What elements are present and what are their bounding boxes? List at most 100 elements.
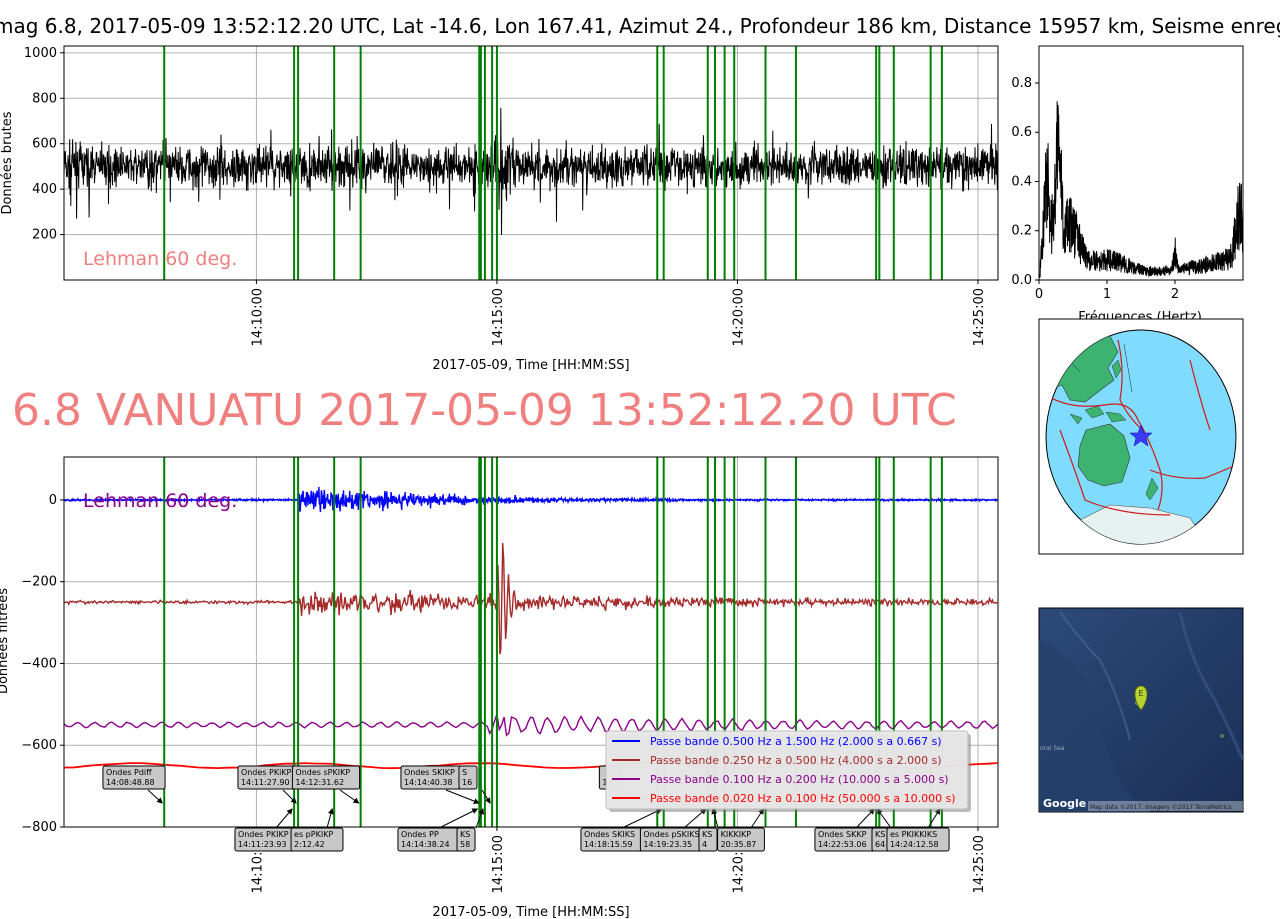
raw-lehman-label: Lehman 60 deg. — [83, 248, 237, 270]
filtered-xtick-label: 14:15:00 — [491, 835, 506, 893]
annotation-lower-5-label: Ondes pSKIKS — [643, 830, 699, 839]
annotation-lower-7-label: KIKKIKP — [721, 830, 752, 839]
annotation-lower-3-time: 58 — [460, 840, 470, 849]
annotation-lower-1-label: es pPKIKP — [294, 830, 333, 839]
map-marker-label: E — [1138, 689, 1143, 698]
annotation-lower-arrow-9 — [876, 808, 892, 829]
epicenter-star-icon — [1129, 424, 1153, 447]
map-marker-icon[interactable]: E — [1134, 685, 1148, 711]
filtered-lehman-label: Lehman 60 deg. — [83, 490, 237, 512]
annotation-lower-10-label: es PKIKKIKS — [890, 830, 937, 839]
globe-map — [1038, 318, 1244, 555]
annotation-upper-2-box — [291, 765, 361, 790]
spectrum-ytick-label: 0.4 — [1011, 174, 1032, 189]
filtered-ytick-label: −400 — [21, 656, 57, 671]
figure-title: mag 6.8, 2017-05-09 13:52:12.20 UTC, Lat… — [0, 14, 1280, 38]
annotation-lower-0-time: 14:11:23.93 — [238, 840, 287, 849]
google-logo: Google — [1043, 797, 1086, 810]
annotation-upper-arrow-4 — [481, 789, 491, 804]
land-new-zealand — [1145, 477, 1159, 501]
filtered-ytick-label: −200 — [21, 575, 57, 590]
annotation-lower-arrow-1 — [326, 808, 334, 829]
legend-label-0: Passe bande 0.500 Hz a 1.500 Hz (2.000 s… — [650, 735, 942, 748]
raw-xtick-label: 14:15:00 — [491, 288, 506, 346]
annotation-upper-3-label: Ondes SKIKP — [404, 768, 455, 777]
raw-xtick-label: 14:20:00 — [731, 288, 746, 346]
annotation-lower-8-time: 14:22:53.06 — [818, 840, 867, 849]
annotation-lower-2-label: Ondes PP — [401, 830, 439, 839]
filtered-panel: 0−200−400−600−800 14:10:00 14:15:00 14:20:… — [0, 456, 999, 919]
filtered-trace-0 — [64, 486, 998, 513]
annotation-lower-6: KS4 — [698, 827, 718, 852]
annotation-upper-0-box — [102, 765, 166, 790]
annotation-lower-10-box — [886, 827, 950, 852]
spectrum-ytick-label: 0.8 — [1011, 76, 1032, 91]
annotation-upper-arrow-2 — [339, 789, 360, 804]
spectrum-ytick-label: 0.6 — [1011, 125, 1032, 140]
raw-trace — [64, 107, 998, 236]
filtered-ytick-label: −800 — [21, 820, 57, 835]
legend-label-3: Passe bande 0.020 Hz a 0.100 Hz (50.000 … — [650, 792, 956, 805]
annotation-upper-arrow-3 — [445, 789, 480, 804]
annotation-lower-6-label: KS — [702, 830, 712, 839]
raw-xtick-label: 14:10:00 — [250, 288, 265, 346]
raw-ytick-label: 1000 — [24, 46, 57, 61]
raw-phase-lines — [163, 46, 943, 280]
spectrum-ytick-label: 0.0 — [1011, 273, 1032, 288]
spectrum-xtick-label: 1 — [1103, 287, 1111, 302]
filtered-ytick-label: 0 — [49, 493, 57, 508]
land-islands — [1069, 359, 1127, 425]
annotation-lower-arrow-10 — [927, 808, 941, 829]
filtered-xlabel: 2017-05-09, Time [HH:MM:SS] — [432, 905, 629, 919]
filtered-ylabel: Données filtrées — [0, 588, 11, 694]
raw-ytick-label: 200 — [32, 228, 57, 243]
spectrum-ytick-label: 0.2 — [1011, 224, 1032, 239]
annotation-lower-arrow-7 — [750, 808, 765, 829]
raw-panel: 200 400 600 800 1000 14:10:00 14:15:00 14:20:0… — [0, 45, 999, 373]
map-attribution: Map data ©2017, Imagery ©2017 TerraMetri… — [1090, 804, 1232, 811]
annotation-lower-1-time: 2:12.42 — [294, 840, 325, 849]
filtered-trace-1 — [64, 542, 998, 655]
annotation-lower-1-box — [290, 827, 344, 852]
annotation-upper-1-time: 14:11:27.90 — [241, 778, 290, 787]
annotation-lower-0-label: Ondes PKIKP — [238, 830, 289, 839]
annotation-upper-4: S16 — [458, 765, 478, 790]
legend-label-2: Passe bande 0.100 Hz a 0.200 Hz (10.000 … — [650, 773, 949, 786]
annotation-lower-3-label: KS — [460, 830, 470, 839]
annotation-upper-arrow-1 — [282, 789, 297, 804]
annotation-upper-4-time: 16 — [462, 778, 472, 787]
annotation-upper-2-time: 14:12:31.62 — [295, 778, 344, 787]
annotation-lower-arrow-8 — [855, 808, 875, 829]
annotation-lower-6-time: 4 — [702, 840, 707, 849]
annotation-upper-4-label: S — [462, 768, 467, 777]
annotation-lower-5-time: 14:19:23.35 — [643, 840, 692, 849]
spectrum-trace — [1039, 101, 1243, 278]
annotation-lower-arrow-2 — [438, 808, 479, 829]
land-australia — [1077, 423, 1131, 487]
spectrum-xtick-label: 2 — [1171, 287, 1179, 302]
spectrum-panel: 0 1 20.00.20.40.60.8 Fréquences (Hertz) — [1011, 45, 1244, 325]
filtered-ytick-label: −600 — [21, 738, 57, 753]
annotation-lower-3-box — [456, 827, 476, 852]
annotation-upper-0-label: Ondes Pdiff — [106, 768, 152, 777]
raw-ytick-label: 800 — [32, 91, 57, 106]
annotation-upper-3-time: 14:14:40.38 — [404, 778, 453, 787]
satellite-map: E oral Sea Google Map data ©2017, Imager… — [1038, 607, 1245, 813]
raw-xlabel: 2017-05-09, Time [HH:MM:SS] — [432, 358, 629, 373]
annotation-lower-4-label: Ondes SKIKS — [584, 830, 635, 839]
annotation-lower-arrow-6 — [711, 808, 719, 829]
annotation-lower-8-label: Ondes SKKP — [818, 830, 867, 839]
